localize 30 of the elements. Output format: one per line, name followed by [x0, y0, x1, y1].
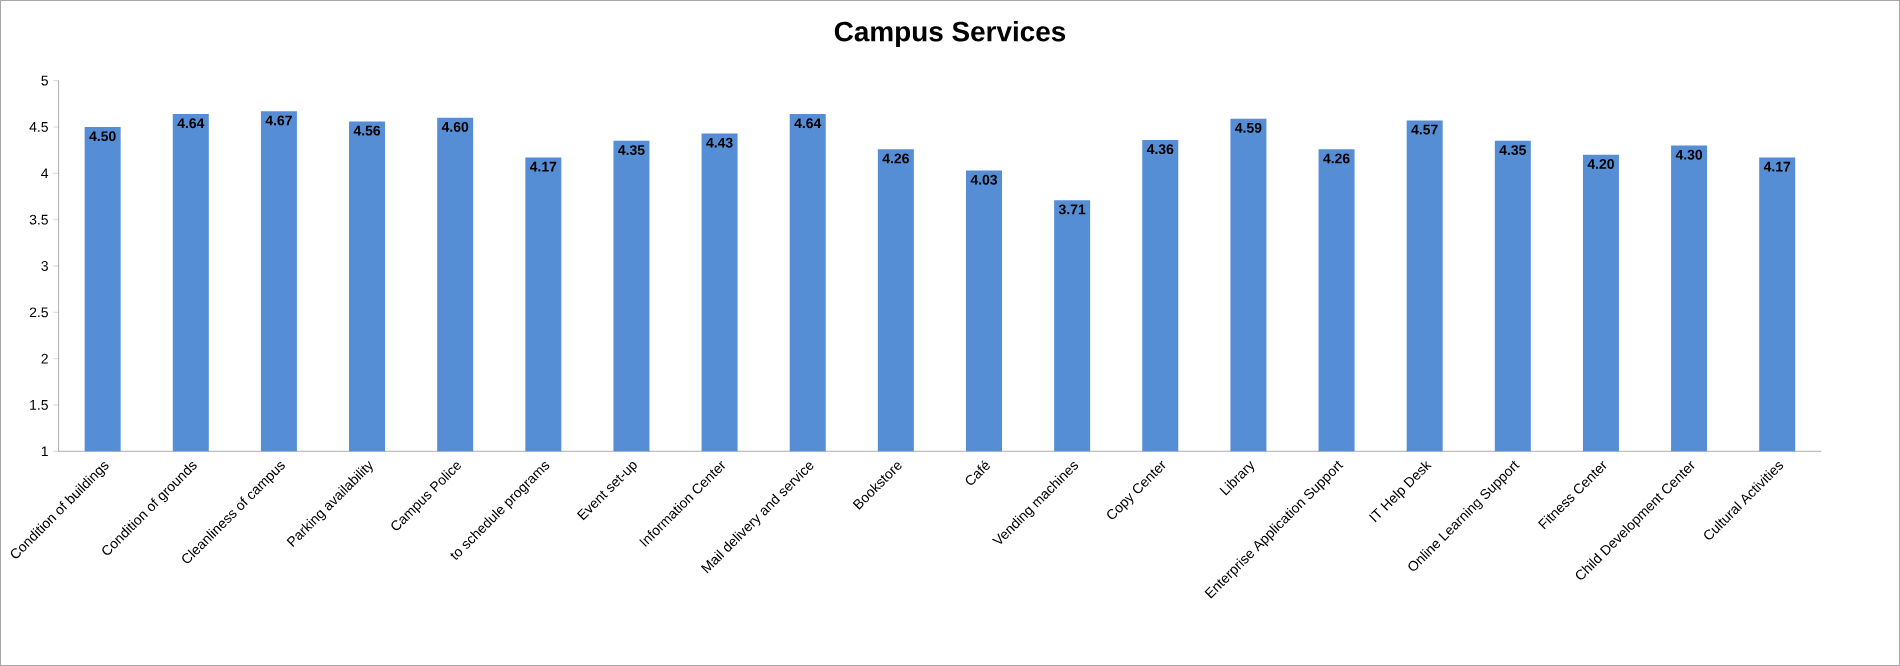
- y-tick-label: 3: [41, 261, 48, 271]
- y-tick-label: 4: [41, 168, 49, 179]
- y-tick-label: 1.5: [30, 400, 48, 410]
- data-label: 4.60: [441, 121, 469, 132]
- data-label: 4.59: [1235, 122, 1262, 133]
- data-label: 4.26: [882, 153, 909, 164]
- y-tick-label: 1: [41, 446, 48, 457]
- data-label: 4.20: [1587, 159, 1614, 169]
- data-label: 4.35: [1499, 145, 1526, 156]
- data-label: 4.36: [1146, 144, 1174, 155]
- data-label: 4.56: [353, 125, 381, 136]
- data-label: 4.30: [1675, 149, 1703, 160]
- chart-title: Campus Services: [834, 20, 1066, 47]
- data-label: 4.26: [1323, 153, 1350, 164]
- y-tick-label: 3.5: [29, 214, 48, 225]
- data-label: 4.35: [618, 145, 645, 156]
- data-label: 4.43: [706, 137, 733, 148]
- data-label: 4.17: [529, 161, 557, 172]
- data-label: 4.50: [89, 131, 116, 142]
- y-tick-label: 2.5: [29, 307, 48, 318]
- y-tick-label: 2: [41, 353, 48, 364]
- y-tick-label: 5: [41, 75, 48, 86]
- data-label: 4.64: [177, 118, 205, 129]
- data-label: 3.71: [1058, 204, 1086, 215]
- data-label: 4.17: [1763, 161, 1791, 172]
- data-label: 4.64: [794, 118, 822, 129]
- data-label: 4.03: [970, 174, 998, 185]
- data-label: 4.57: [1411, 124, 1438, 135]
- data-label: 4.67: [265, 115, 292, 126]
- y-tick-label: 4.5: [29, 122, 48, 132]
